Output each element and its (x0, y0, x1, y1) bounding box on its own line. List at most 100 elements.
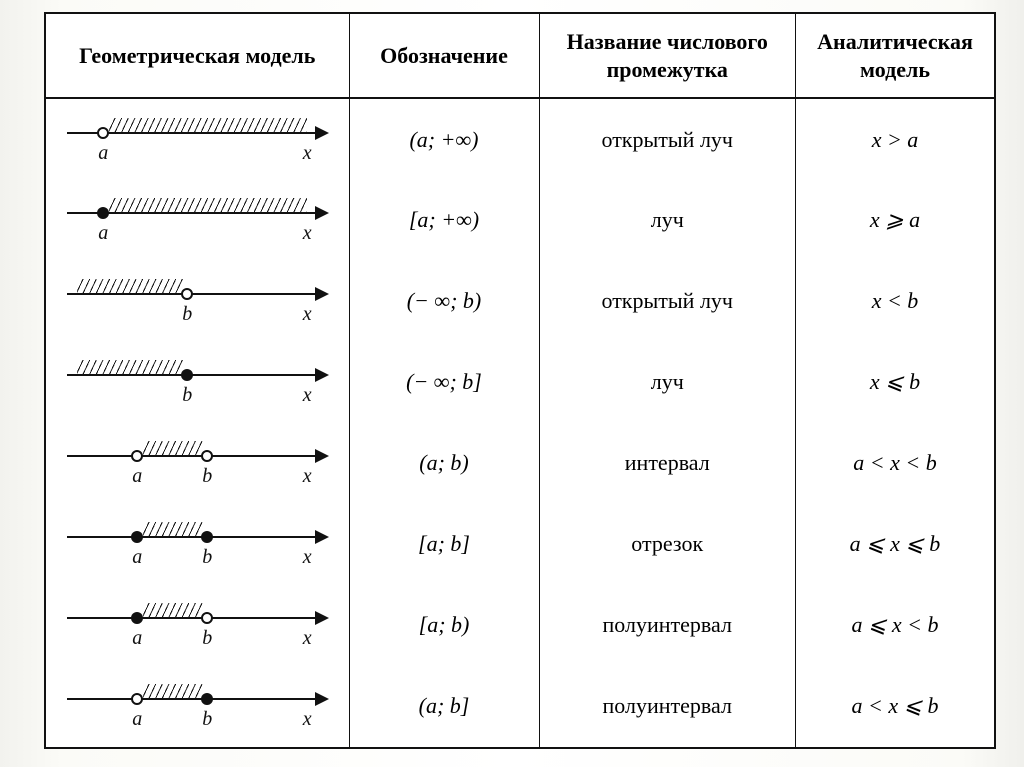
arrow-right-icon (315, 611, 329, 625)
axis-line (67, 293, 327, 295)
cell-geom: abx (45, 504, 349, 585)
point-label: a (98, 142, 108, 165)
cell-name: луч (539, 342, 796, 423)
hatch-region (109, 118, 307, 132)
point-label: a (132, 465, 142, 488)
axis-line (67, 536, 327, 538)
table-row: a b x [a; b]отрезокa ⩽ x ⩽ b (45, 504, 995, 585)
cell-name: отрезок (539, 504, 796, 585)
cell-name: полуинтервал (539, 666, 796, 748)
number-line-diagram: abx (67, 678, 327, 734)
point-label: b (182, 384, 192, 407)
table-row: a b x (a; b)интервалa < x < b (45, 423, 995, 504)
intervals-table: Геометрическая модель Обозначение Назван… (44, 12, 996, 749)
number-line-diagram: ax (67, 192, 327, 248)
cell-analytic: x ⩽ b (796, 342, 996, 423)
point-label: a (132, 546, 142, 569)
open-point-icon (131, 450, 143, 462)
cell-name: открытый луч (539, 261, 796, 342)
closed-point-icon (131, 612, 143, 624)
axis-variable-label: x (303, 708, 312, 731)
point-label: b (182, 303, 192, 326)
hatch-region (77, 279, 183, 293)
closed-point-icon (201, 693, 213, 705)
page: Геометрическая модель Обозначение Назван… (0, 0, 1024, 767)
axis-line (67, 698, 327, 700)
arrow-right-icon (315, 449, 329, 463)
header-row: Геометрическая модель Обозначение Назван… (45, 13, 995, 98)
axis-variable-label: x (303, 384, 312, 407)
axis-variable-label: x (303, 546, 312, 569)
cell-analytic: a ⩽ x < b (796, 585, 996, 666)
open-point-icon (201, 450, 213, 462)
cell-geom: abx (45, 666, 349, 748)
cell-name: полуинтервал (539, 585, 796, 666)
axis-variable-label: x (303, 222, 312, 245)
table-row: bx(− ∞; b]лучx ⩽ b (45, 342, 995, 423)
hatch-region (143, 603, 203, 617)
arrow-right-icon (315, 692, 329, 706)
open-point-icon (201, 612, 213, 624)
open-point-icon (97, 127, 109, 139)
cell-geom: bx (45, 261, 349, 342)
number-line-diagram: abx (67, 597, 327, 653)
point-label: b (202, 465, 212, 488)
cell-notation: [a; +∞) (349, 180, 539, 261)
table-row: ax (a; +∞)открытый лучx > a (45, 98, 995, 180)
cell-notation: [a; b] (349, 504, 539, 585)
table-row: abx[a; b)полуинтервалa ⩽ x < b (45, 585, 995, 666)
cell-analytic: a < x < b (796, 423, 996, 504)
table-row: ax[a; +∞)лучx ⩾ a (45, 180, 995, 261)
axis-line (67, 617, 327, 619)
cell-notation: (a; b] (349, 666, 539, 748)
cell-name: открытый луч (539, 98, 796, 180)
axis-line (67, 374, 327, 376)
axis-line (67, 455, 327, 457)
hatch-region (143, 522, 203, 536)
number-line-diagram: abx (67, 516, 327, 572)
cell-geom: abx (45, 585, 349, 666)
closed-point-icon (201, 531, 213, 543)
closed-point-icon (97, 207, 109, 219)
cell-notation: (− ∞; b] (349, 342, 539, 423)
point-label: b (202, 627, 212, 650)
cell-notation: (− ∞; b) (349, 261, 539, 342)
open-point-icon (131, 693, 143, 705)
closed-point-icon (181, 369, 193, 381)
cell-geom: abx (45, 423, 349, 504)
point-label: a (132, 627, 142, 650)
point-label: a (98, 222, 108, 245)
cell-analytic: x ⩾ a (796, 180, 996, 261)
arrow-right-icon (315, 368, 329, 382)
table-row: a b x (a; b]полуинтервалa < x ⩽ b (45, 666, 995, 748)
cell-geom: ax (45, 98, 349, 180)
arrow-right-icon (315, 206, 329, 220)
hatch-region (77, 360, 183, 374)
hatch-region (143, 441, 203, 455)
cell-notation: (a; b) (349, 423, 539, 504)
open-point-icon (181, 288, 193, 300)
cell-notation: (a; +∞) (349, 98, 539, 180)
header-geom: Геометрическая модель (45, 13, 349, 98)
point-label: a (132, 708, 142, 731)
cell-name: луч (539, 180, 796, 261)
cell-analytic: a < x ⩽ b (796, 666, 996, 748)
cell-analytic: a ⩽ x ⩽ b (796, 504, 996, 585)
header-analytic: Аналити­ческая модель (796, 13, 996, 98)
cell-analytic: x > a (796, 98, 996, 180)
table-body: ax(a; +∞)открытый лучx > aax[a; +∞)лучx … (45, 98, 995, 748)
axis-variable-label: x (303, 465, 312, 488)
cell-name: интервал (539, 423, 796, 504)
header-notation: Обозначение (349, 13, 539, 98)
number-line-diagram: ax (67, 112, 327, 168)
axis-variable-label: x (303, 303, 312, 326)
point-label: b (202, 546, 212, 569)
axis-variable-label: x (303, 627, 312, 650)
table-row: bx(− ∞; b)открытый лучx < b (45, 261, 995, 342)
arrow-right-icon (315, 530, 329, 544)
number-line-diagram: abx (67, 435, 327, 491)
cell-geom: ax (45, 180, 349, 261)
point-label: b (202, 708, 212, 731)
hatch-region (109, 198, 307, 212)
cell-geom: bx (45, 342, 349, 423)
